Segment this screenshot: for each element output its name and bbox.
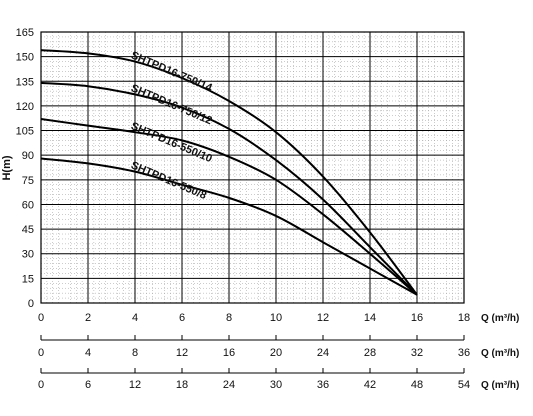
x-tick-label: 4	[132, 312, 138, 324]
y-tick-label: 150	[16, 52, 34, 64]
x-tick-label: 12	[176, 347, 188, 359]
grid	[40, 31, 465, 304]
x-tick-label: 20	[270, 347, 282, 359]
x-tick-label: 16	[411, 312, 423, 324]
y-tick-label: 60	[22, 199, 34, 211]
curve-SHTPD16-750/12	[40, 81, 418, 296]
y-tick-label: 75	[22, 175, 34, 187]
x-axis-unit-label: Q (m³/h)	[481, 313, 519, 324]
x-tick-label: 28	[364, 347, 376, 359]
x-tick-label: 36	[317, 379, 329, 391]
x-axes: 0 2 4 6 8 10 12 14 16 18 Q (m³/h)0 4 8 12 16 20 24 28 32 36…	[38, 312, 519, 391]
y-tick-label: 45	[22, 224, 34, 236]
curves	[40, 49, 418, 296]
x-axis-unit-label: Q (m³/h)	[481, 348, 519, 359]
x-tick-label: 0	[38, 347, 44, 359]
x-tick-label: 10	[270, 312, 282, 324]
x-tick-label: 54	[458, 379, 470, 391]
y-tick-label: 105	[16, 126, 34, 138]
x-tick-label: 6	[179, 312, 185, 324]
y-tick-label: 120	[16, 101, 34, 113]
x-tick-label: 36	[458, 347, 470, 359]
y-tick-label: 135	[16, 76, 34, 88]
curve-labels: SHTPD16-750/14SHTPD16-750/12SHTPD16-550/…	[129, 49, 214, 202]
curve-SHTPD16-750/14	[40, 49, 418, 296]
x-axis-unit-label: Q (m³/h)	[481, 380, 519, 391]
x-tick-label: 0	[38, 312, 44, 324]
x-tick-label: 12	[129, 379, 141, 391]
y-tick-label: 15	[22, 273, 34, 285]
curve-label: SHTPD16-550/10	[129, 120, 214, 165]
y-axis-title: H(m)	[1, 155, 13, 180]
y-tick-label: 0	[28, 298, 34, 310]
x-tick-label: 18	[458, 312, 470, 324]
x-tick-label: 16	[223, 347, 235, 359]
x-tick-label: 8	[132, 347, 138, 359]
curve-SHTPD16-550/10	[40, 118, 418, 296]
x-tick-label: 14	[364, 312, 376, 324]
x-tick-label: 6	[85, 379, 91, 391]
x-tick-label: 18	[176, 379, 188, 391]
y-tick-label: 165	[16, 27, 34, 39]
x-tick-label: 12	[317, 312, 329, 324]
x-tick-label: 4	[85, 347, 91, 359]
plot-frame	[40, 31, 465, 304]
x-tick-label: 24	[317, 347, 329, 359]
x-tick-label: 0	[38, 379, 44, 391]
y-axis-ticks: 0 15 30 45 60 75 90 105 120 135 150 165	[16, 27, 34, 310]
y-tick-label: 30	[22, 249, 34, 261]
curve-SHTPD16-550/8	[40, 157, 418, 296]
x-tick-label: 24	[223, 379, 235, 391]
y-tick-label: 90	[22, 150, 34, 162]
x-tick-label: 30	[270, 379, 282, 391]
x-tick-label: 32	[411, 347, 423, 359]
x-tick-label: 42	[364, 379, 376, 391]
curve-label: SHTPD16-550/8	[129, 160, 208, 203]
x-tick-label: 48	[411, 379, 423, 391]
x-tick-label: 8	[226, 312, 232, 324]
x-tick-label: 2	[85, 312, 91, 324]
plot-border	[40, 31, 465, 304]
